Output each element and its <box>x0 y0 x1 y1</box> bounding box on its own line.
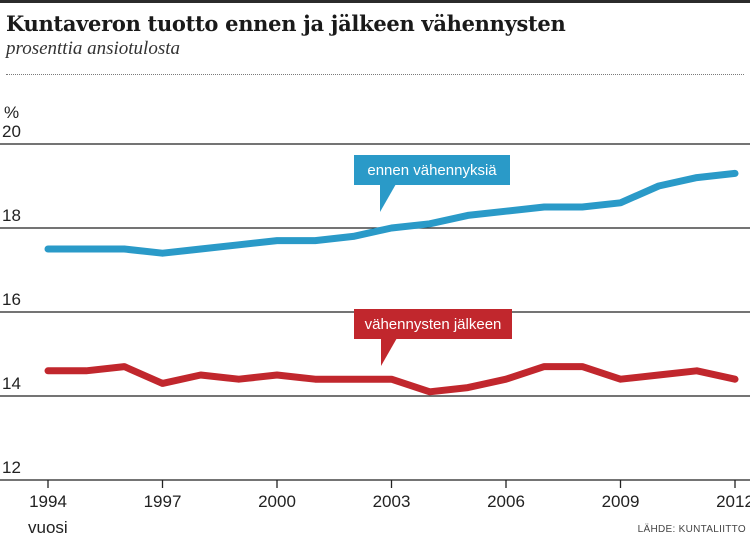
y-tick-label-16: 16 <box>2 290 21 309</box>
callout-ennen-pointer <box>380 184 396 212</box>
dotted-divider <box>6 74 744 75</box>
callout-jalkeen-box <box>354 309 512 339</box>
y-axis-unit: % <box>4 103 19 122</box>
y-tick-label-18: 18 <box>2 206 21 225</box>
source-note: LÄHDE: KUNTALIITTO <box>637 524 746 535</box>
y-tick-label-12: 12 <box>2 458 21 477</box>
y-tick-label-14: 14 <box>2 374 21 393</box>
x-tick-label-2009: 2009 <box>602 492 640 511</box>
y-tick-label-20: 20 <box>2 122 21 141</box>
series-line-jalkeen <box>44 363 739 396</box>
callout-ennen-box <box>354 155 510 185</box>
top-rule <box>0 0 750 3</box>
x-tick-label-2000: 2000 <box>258 492 296 511</box>
callout-ennen-text: ennen vähennyksiä <box>367 162 497 179</box>
series-line-ennen <box>44 169 739 257</box>
x-tick-label-1994: 1994 <box>29 492 67 511</box>
callout-jalkeen-text: vähennysten jälkeen <box>365 316 502 333</box>
x-tick-label-2006: 2006 <box>487 492 525 511</box>
x-tick-label-2003: 2003 <box>373 492 411 511</box>
callout-jalkeen-pointer <box>381 338 397 366</box>
chart-title: Kuntaveron tuotto ennen ja jälkeen vähen… <box>6 11 566 36</box>
x-tick-label-1997: 1997 <box>144 492 182 511</box>
x-axis-label: vuosi <box>28 518 68 537</box>
x-tick-label-2012: 2012 <box>716 492 750 511</box>
chart-subtitle: prosenttia ansiotulosta <box>6 38 181 59</box>
